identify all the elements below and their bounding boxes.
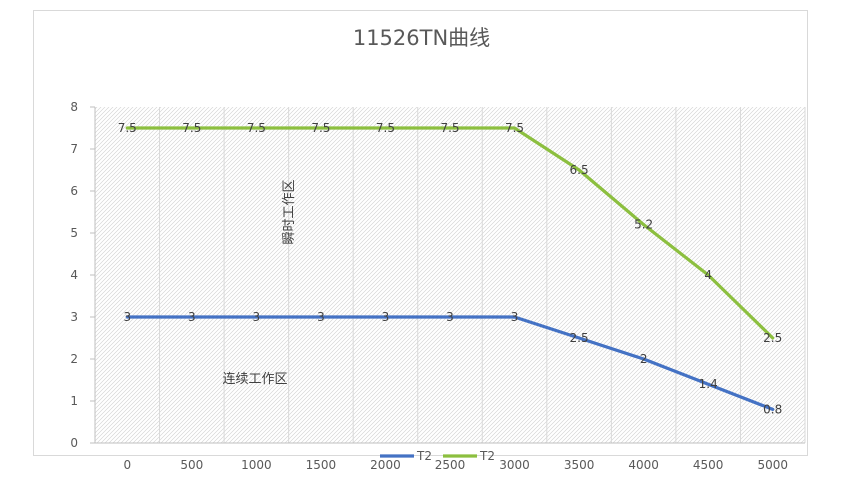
legend-label-2: T2 (479, 449, 495, 463)
y-tick-label: 1 (70, 394, 78, 408)
data-label: 4 (704, 268, 712, 282)
data-label: 7.5 (118, 121, 137, 135)
data-label: 3 (188, 310, 196, 324)
x-tick-label: 2000 (370, 458, 401, 472)
data-label: 0.8 (763, 402, 782, 416)
x-tick-label: 1000 (241, 458, 272, 472)
y-axis-ticks: 0 1 2 3 4 5 6 7 8 (70, 100, 95, 450)
data-labels: 3 3 3 3 3 3 3 2.5 2 1.4 0.8 7.5 7.5 7.5 7.5 7.5 7.5 7.5 6.… (118, 121, 783, 416)
legend: T2 T2 (380, 449, 495, 463)
data-label: 1.4 (699, 377, 718, 391)
data-label: 7.5 (505, 121, 524, 135)
data-label: 7.5 (247, 121, 266, 135)
data-label: 7.5 (440, 121, 459, 135)
annotation-continuous-zone: 连续工作区 (222, 371, 287, 387)
x-tick-label: 2500 (435, 458, 466, 472)
data-label: 3 (511, 310, 519, 324)
y-tick-label: 0 (70, 436, 78, 450)
data-label: 3 (317, 310, 325, 324)
series-line-2 (125, 126, 775, 340)
plot-area (95, 107, 805, 443)
data-label: 3 (253, 310, 261, 324)
y-tick-label: 8 (70, 100, 78, 114)
y-tick-label: 3 (70, 310, 78, 324)
data-label: 3 (123, 310, 131, 324)
x-axis-ticks: 0 500 1000 1500 2000 2500 3000 3500 4000 4500 5000 (123, 458, 788, 472)
x-tick-label: 5000 (757, 458, 788, 472)
x-tick-label: 1500 (306, 458, 337, 472)
y-tick-label: 7 (70, 142, 78, 156)
annotation-instant-zone: 瞬时工作区 (282, 179, 297, 244)
data-label: 2 (640, 352, 648, 366)
data-label: 2.5 (763, 331, 782, 345)
data-label: 5.2 (634, 218, 653, 232)
y-tick-label: 2 (70, 352, 78, 366)
data-label: 7.5 (376, 121, 395, 135)
data-label: 2.5 (570, 331, 589, 345)
data-label: 6.5 (570, 163, 589, 177)
series-lines (125, 126, 775, 411)
gridlines (94, 107, 806, 443)
data-label: 3 (382, 310, 390, 324)
y-tick-label: 4 (70, 268, 78, 282)
y-tick-label: 6 (70, 184, 78, 198)
x-tick-label: 3500 (564, 458, 595, 472)
x-tick-label: 500 (180, 458, 203, 472)
data-label: 7.5 (182, 121, 201, 135)
chart-title: 11526TN曲线 (352, 26, 491, 50)
x-tick-label: 4500 (693, 458, 724, 472)
x-tick-label: 4000 (628, 458, 659, 472)
x-tick-label: 3000 (499, 458, 530, 472)
data-label: 7.5 (311, 121, 330, 135)
annotations: 瞬时工作区 连续工作区 (222, 179, 297, 387)
series-line-1 (125, 315, 775, 411)
y-tick-label: 5 (70, 226, 78, 240)
legend-label-1: T2 (416, 449, 432, 463)
x-tick-label: 0 (123, 458, 131, 472)
data-label: 3 (446, 310, 454, 324)
